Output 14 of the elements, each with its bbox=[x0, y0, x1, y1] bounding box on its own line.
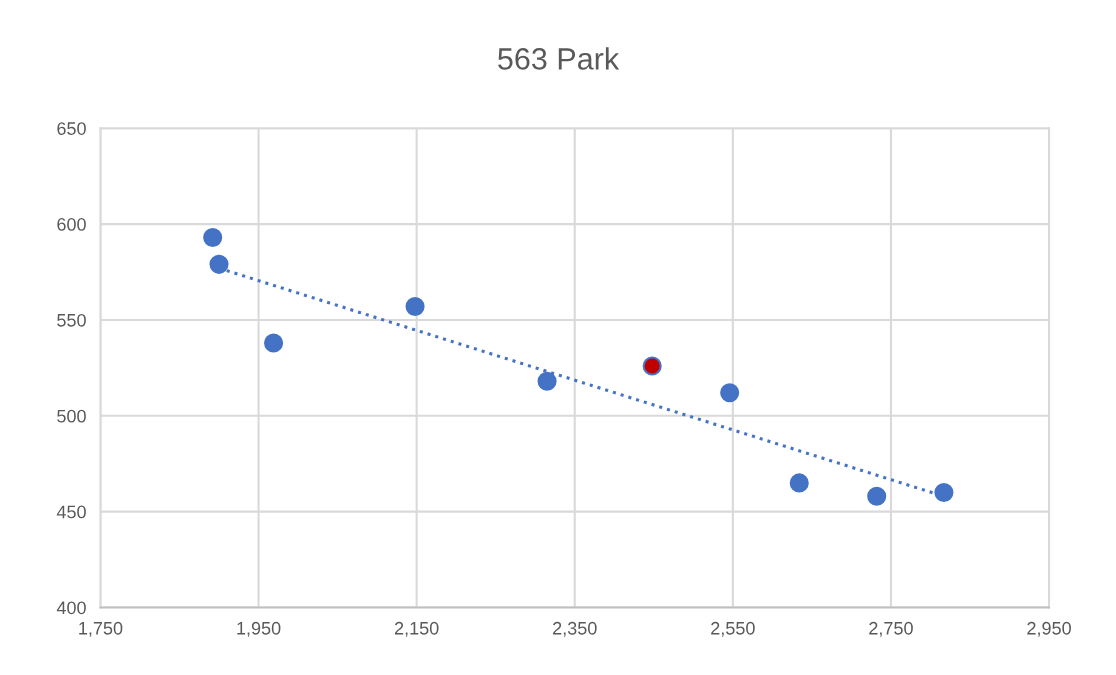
x-tick-label: 2,350 bbox=[553, 621, 597, 637]
x-tick-label: 1,750 bbox=[79, 621, 123, 637]
y-tick-label: 650 bbox=[57, 122, 86, 135]
x-tick-label: 2,950 bbox=[1027, 621, 1071, 637]
x-tick-label: 1,950 bbox=[237, 621, 281, 637]
y-tick-label: 600 bbox=[57, 218, 86, 231]
x-tick-label: 2,150 bbox=[394, 621, 439, 637]
chart-title: 563 Park bbox=[498, 47, 620, 70]
y-tick-label: 400 bbox=[56, 601, 86, 615]
y-tick-label: 550 bbox=[57, 313, 86, 327]
y-tick-label: 450 bbox=[56, 505, 86, 519]
x-tick-label: 2,750 bbox=[869, 621, 913, 637]
x-tick-label: 2,550 bbox=[711, 621, 755, 637]
y-tick-label: 500 bbox=[57, 409, 86, 423]
